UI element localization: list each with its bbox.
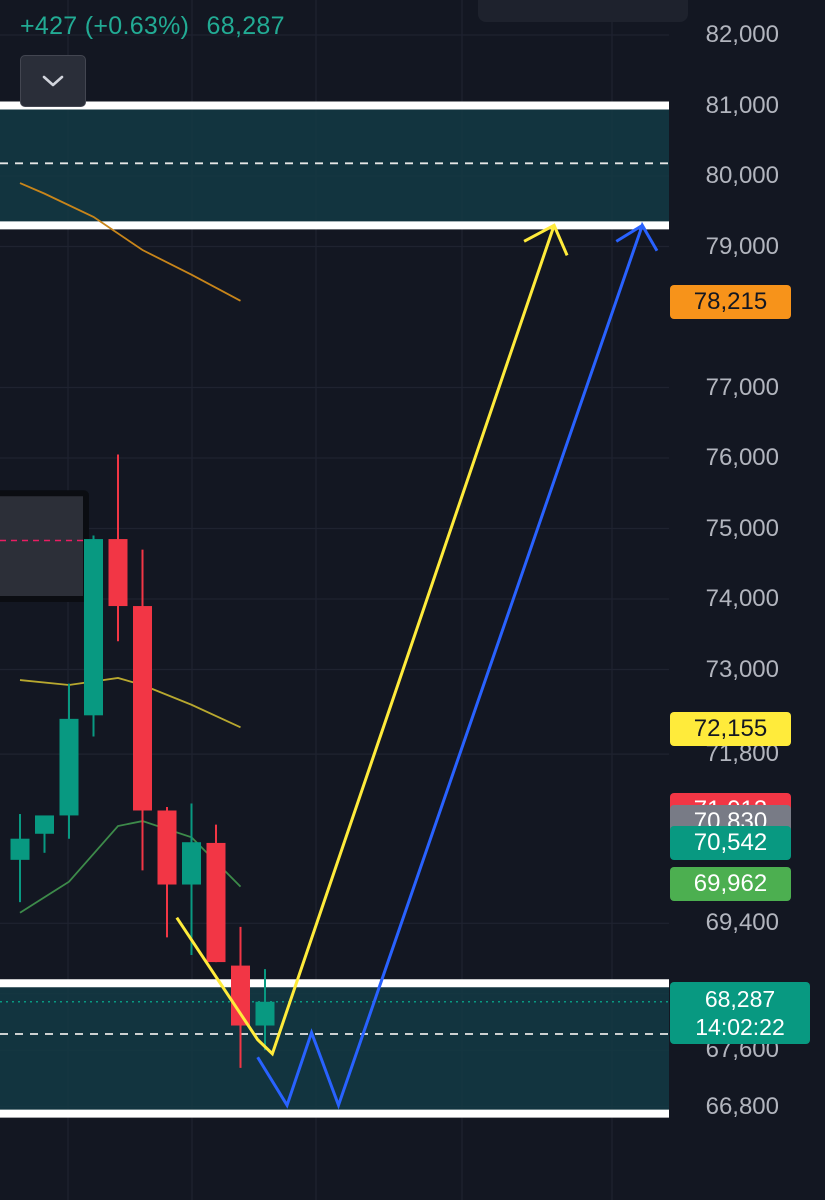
candle-body [133,606,152,811]
order-block-box [0,490,89,602]
price-axis-label: 81,000 [705,91,779,119]
candle-body [157,810,177,885]
collapse-button[interactable] [20,55,86,107]
bar-countdown: 14:02:22 [695,1013,785,1040]
price-axis-label: 79,000 [705,232,779,260]
price-axis-label: 82,000 [705,21,779,48]
projection-path-2 [256,221,659,1110]
candle-body [108,539,128,607]
price-change: +427 (+0.63%) [20,12,190,40]
chevron-down-icon [42,75,64,87]
price-change-readout: +427 (+0.63%) 68,287 [20,12,295,41]
candle-body [59,718,79,816]
candle-body [206,842,226,963]
price-axis-label: 77,000 [705,373,779,401]
moving-average-2 [19,677,241,729]
price-axis-label: 75,000 [705,514,779,542]
candle-body [35,815,54,834]
moving-average-1 [19,182,241,302]
price-axis-label: 76,000 [705,444,779,471]
projection-path-1 [175,224,556,1057]
price-tag: 72,155 [670,712,791,747]
tooltip-panel [478,0,688,22]
zone-upper [0,105,669,226]
projection-arrowhead-1 [523,223,569,256]
candle-body [231,965,250,1026]
candle-body [255,1001,275,1026]
last-price-value: 68,287 [704,985,776,1012]
candle-body [84,539,103,716]
last-price-tag: 68,287 14:02:22 [670,981,810,1044]
price-axis-label: 80,000 [705,162,779,189]
price-axis-label: 69,400 [705,909,779,937]
candle-body [10,838,30,860]
projection-arrowhead-2 [615,224,644,243]
price-axis-label: 74,000 [705,585,779,612]
price-tag: 69,962 [670,866,791,901]
price-tag: 70,542 [670,825,791,860]
price-axis-label: 73,000 [705,655,779,683]
candle-body [182,842,201,885]
last-price: 68,287 [206,12,285,40]
price-axis-label: 66,800 [705,1092,779,1120]
price-tag: 78,215 [670,284,791,319]
